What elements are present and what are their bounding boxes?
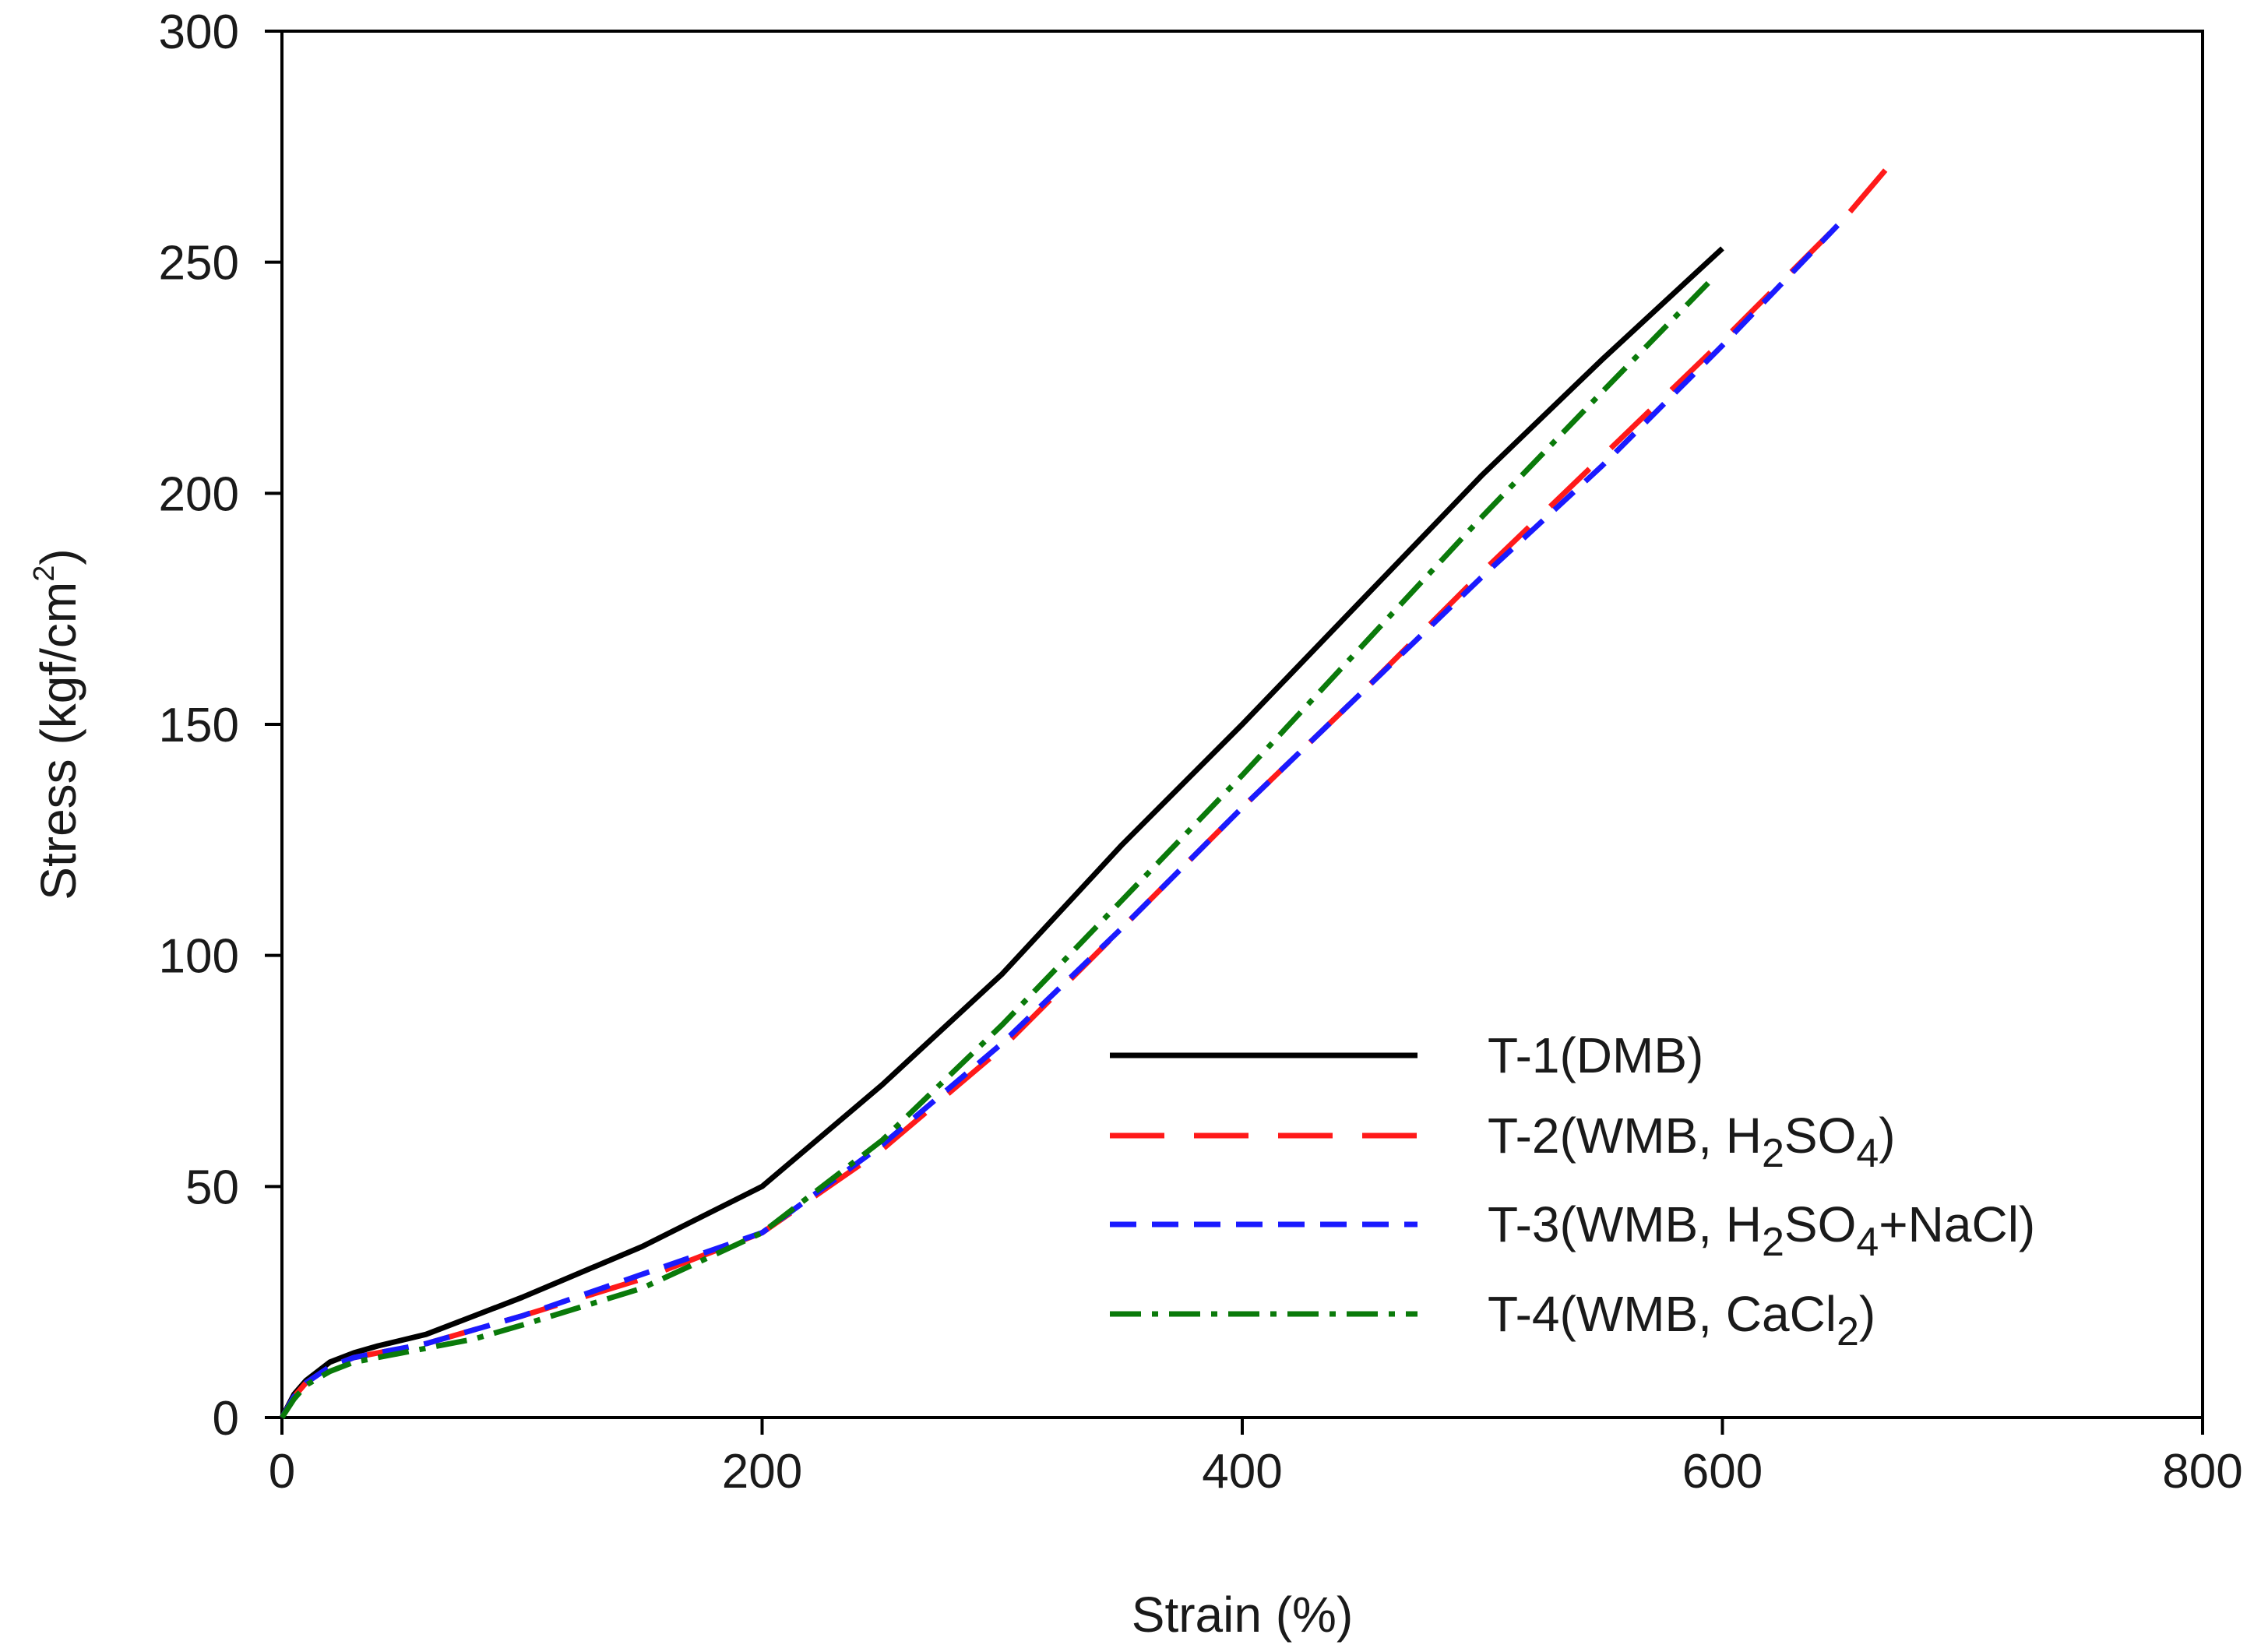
series-line-3 [279, 223, 1840, 1419]
y-axis-ticks: 0 50 100 150 200 250 300 [159, 5, 282, 1446]
x-tick-label: 400 [1202, 1445, 1282, 1499]
legend-label-4: T-4(WMB, CaCl2) [1488, 1286, 1875, 1354]
y-tick-label: 50 [185, 1161, 239, 1214]
x-axis-ticks: 0 200 400 600 800 [269, 1418, 2243, 1499]
x-tick-label: 800 [2162, 1445, 2242, 1499]
legend: T-1(DMB) T-2(WMB, H2SO4) T-3(WMB, H2SO4+Na… [1110, 1027, 2035, 1354]
y-tick-label: 250 [159, 237, 239, 291]
legend-label-3: T-3(WMB, H2SO4+NaCl) [1488, 1196, 2035, 1265]
series-line-4 [280, 278, 1713, 1419]
y-tick-label: 300 [159, 5, 239, 59]
x-axis-title: Strain (%) [1132, 1587, 1354, 1643]
x-tick-label: 600 [1682, 1445, 1763, 1499]
series-line-1 [279, 246, 1724, 1419]
x-tick-label: 200 [722, 1445, 802, 1499]
x-tick-label: 0 [269, 1445, 295, 1499]
y-tick-label: 200 [159, 467, 239, 521]
legend-label-2: T-2(WMB, H2SO4) [1488, 1108, 1896, 1176]
series-layer [279, 167, 1888, 1419]
legend-label-1: T-1(DMB) [1488, 1027, 1703, 1083]
y-tick-label: 0 [213, 1392, 239, 1446]
y-axis-title: Stress (kgf/cm2) [28, 548, 86, 900]
y-tick-label: 100 [159, 930, 239, 984]
y-tick-label: 150 [159, 699, 239, 752]
